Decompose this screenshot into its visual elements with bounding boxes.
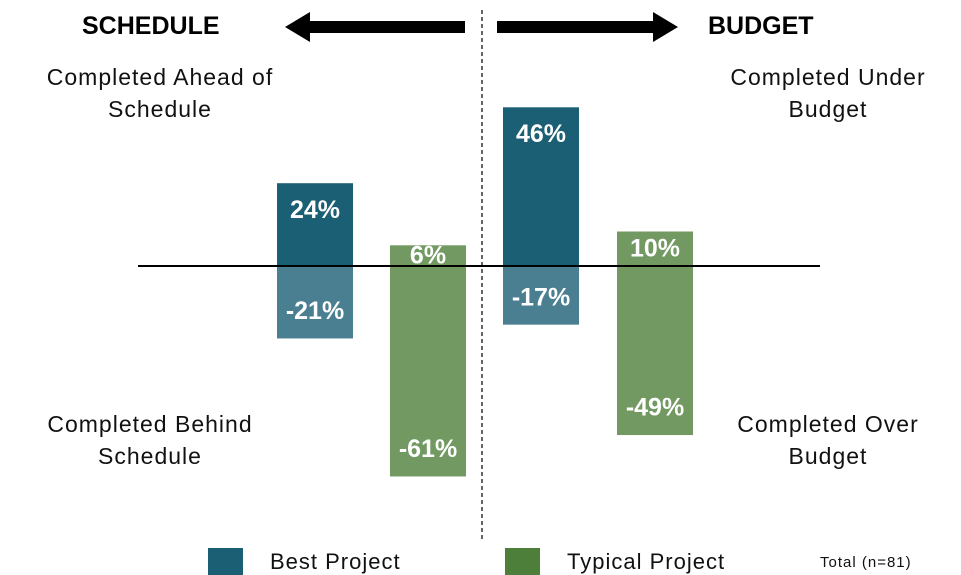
arrow-right (497, 12, 678, 42)
value-label: 24% (290, 196, 340, 224)
bar-negative (277, 266, 353, 339)
bar-positive (390, 245, 466, 266)
bottom-label: Completed Behind Schedule (47, 411, 253, 469)
arrow-left (285, 12, 465, 42)
legend-swatch (505, 548, 540, 575)
value-label: 6% (410, 241, 446, 269)
top-label: Completed Ahead of Schedule (46, 64, 274, 122)
top-label: Completed Under Budget (730, 64, 926, 122)
value-label: -21% (286, 297, 344, 325)
panel-title: BUDGET (708, 12, 814, 40)
value-label: -17% (512, 283, 570, 311)
value-label: 10% (630, 234, 680, 262)
bar-negative (617, 266, 693, 436)
note: Total (n=81) (820, 554, 912, 571)
legend-swatch (208, 548, 243, 575)
bar-positive (503, 107, 579, 266)
legend-label: Typical Project (567, 549, 725, 574)
bar-positive (617, 231, 693, 266)
value-label: -61% (399, 435, 457, 463)
value-label: -49% (626, 394, 684, 422)
legend-label: Best Project (270, 549, 401, 574)
bar-negative (503, 266, 579, 325)
bar-positive (277, 183, 353, 266)
bottom-label: Completed Over Budget (737, 411, 919, 469)
bar-negative (390, 266, 466, 477)
panel-title: SCHEDULE (82, 12, 220, 40)
value-label: 46% (516, 120, 566, 148)
